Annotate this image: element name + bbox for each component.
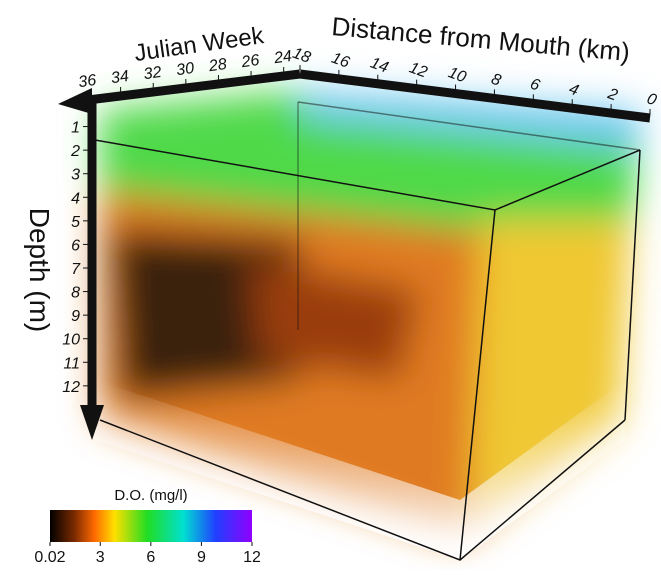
y-tick-label: 18 [290, 45, 313, 67]
z-tick-label: 6 [71, 237, 80, 254]
colorbar-tick-label: 9 [197, 549, 206, 566]
x-tick-label: 26 [239, 52, 260, 71]
z-tick-label: 4 [71, 190, 80, 207]
colorbar-tick-label: 3 [96, 549, 105, 566]
y-tick-label: 4 [567, 80, 581, 99]
z-tick-label: 3 [71, 167, 80, 184]
x-tick-label: 32 [143, 64, 163, 83]
x-tick-label: 24 [272, 48, 293, 67]
z-tick-label: 9 [71, 308, 80, 325]
colorbar-tick-label: 12 [243, 549, 261, 566]
z-tick-label: 1 [71, 120, 80, 137]
x-axis-arrow [58, 88, 92, 114]
colorbar-tick-label: 0.02 [34, 549, 65, 566]
y-tick-label: 12 [407, 59, 430, 81]
y-tick-label: 0 [644, 90, 658, 109]
z-tick-label: 11 [63, 355, 80, 372]
z-tick-label: 5 [71, 214, 80, 231]
y-tick-label: 6 [528, 76, 542, 95]
y-tick-label: 14 [368, 55, 391, 77]
chart: 3634323028262418161412108642012345678910… [0, 0, 661, 570]
y-tick-label: 10 [446, 64, 469, 86]
z-tick-label: 12 [62, 379, 80, 396]
y-tick-label: 8 [489, 71, 503, 90]
x-tick-label: 28 [207, 56, 228, 75]
z-tick-label: 7 [71, 261, 81, 278]
x-tick-label: 30 [175, 60, 195, 79]
colorbar-tick-label: 6 [146, 549, 155, 566]
z-axis-label: Depth (m) [24, 208, 55, 332]
colorbar [50, 510, 252, 542]
z-tick-label: 2 [70, 143, 80, 160]
z-tick-label: 10 [62, 332, 80, 349]
colorbar-label: D.O. (mg/l) [114, 487, 187, 504]
x-tick-label: 34 [110, 68, 130, 87]
x-tick-label: 36 [77, 72, 97, 91]
z-tick-label: 8 [71, 285, 80, 302]
y-tick-label: 2 [605, 85, 620, 104]
y-tick-label: 16 [329, 50, 352, 72]
